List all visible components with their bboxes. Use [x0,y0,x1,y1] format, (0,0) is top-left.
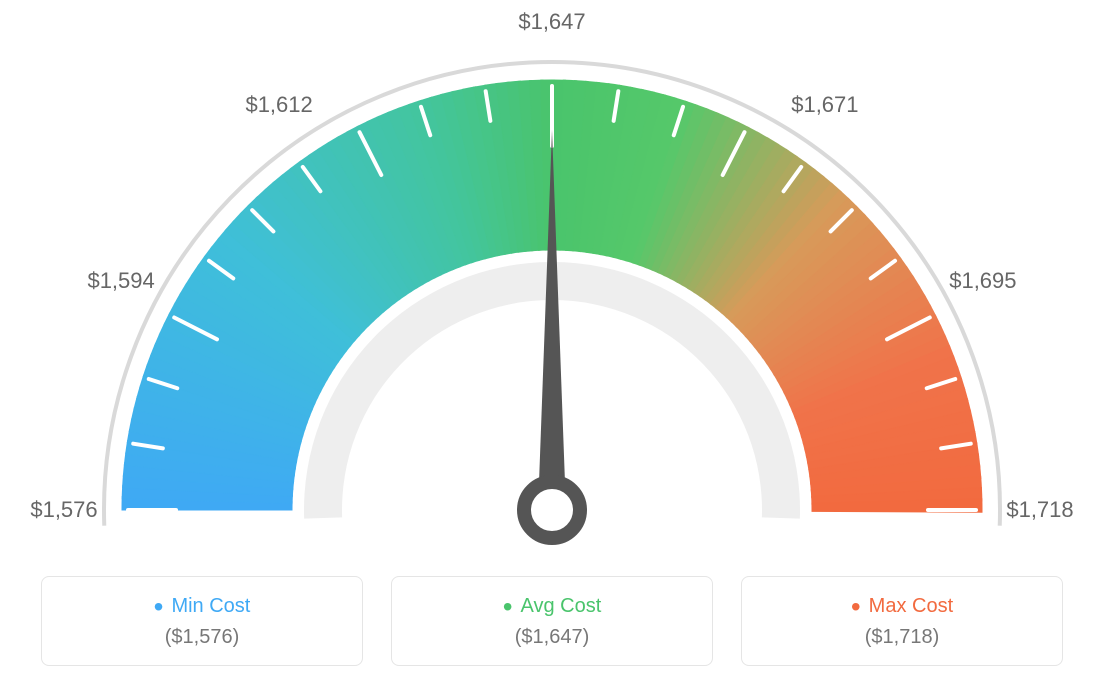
legend-value-avg: ($1,647) [402,626,702,649]
chart-container: $1,576 $1,594 $1,612 $1,647 $1,671 $1,695 $1,7… [0,0,1104,690]
gauge-tick-label: $1,576 [30,497,97,523]
gauge: $1,576 $1,594 $1,612 $1,647 $1,671 $1,695 $1,7… [32,0,1072,560]
legend-card-avg: Avg Cost ($1,647) [391,576,713,666]
gauge-tick-label: $1,671 [791,92,858,118]
gauge-tick-label: $1,647 [518,9,585,35]
legend-title-avg: Avg Cost [402,595,702,618]
gauge-tick-label: $1,594 [87,268,154,294]
gauge-tick-label: $1,718 [1006,497,1073,523]
legend-row: Min Cost ($1,576) Avg Cost ($1,647) Max … [0,576,1104,666]
legend-card-max: Max Cost ($1,718) [741,576,1063,666]
legend-title-max: Max Cost [752,595,1052,618]
legend-card-min: Min Cost ($1,576) [41,576,363,666]
legend-value-min: ($1,576) [52,626,352,649]
legend-value-max: ($1,718) [752,626,1052,649]
gauge-tick-label: $1,695 [949,268,1016,294]
gauge-svg [32,0,1072,560]
legend-title-min: Min Cost [52,595,352,618]
gauge-tick-label: $1,612 [245,92,312,118]
